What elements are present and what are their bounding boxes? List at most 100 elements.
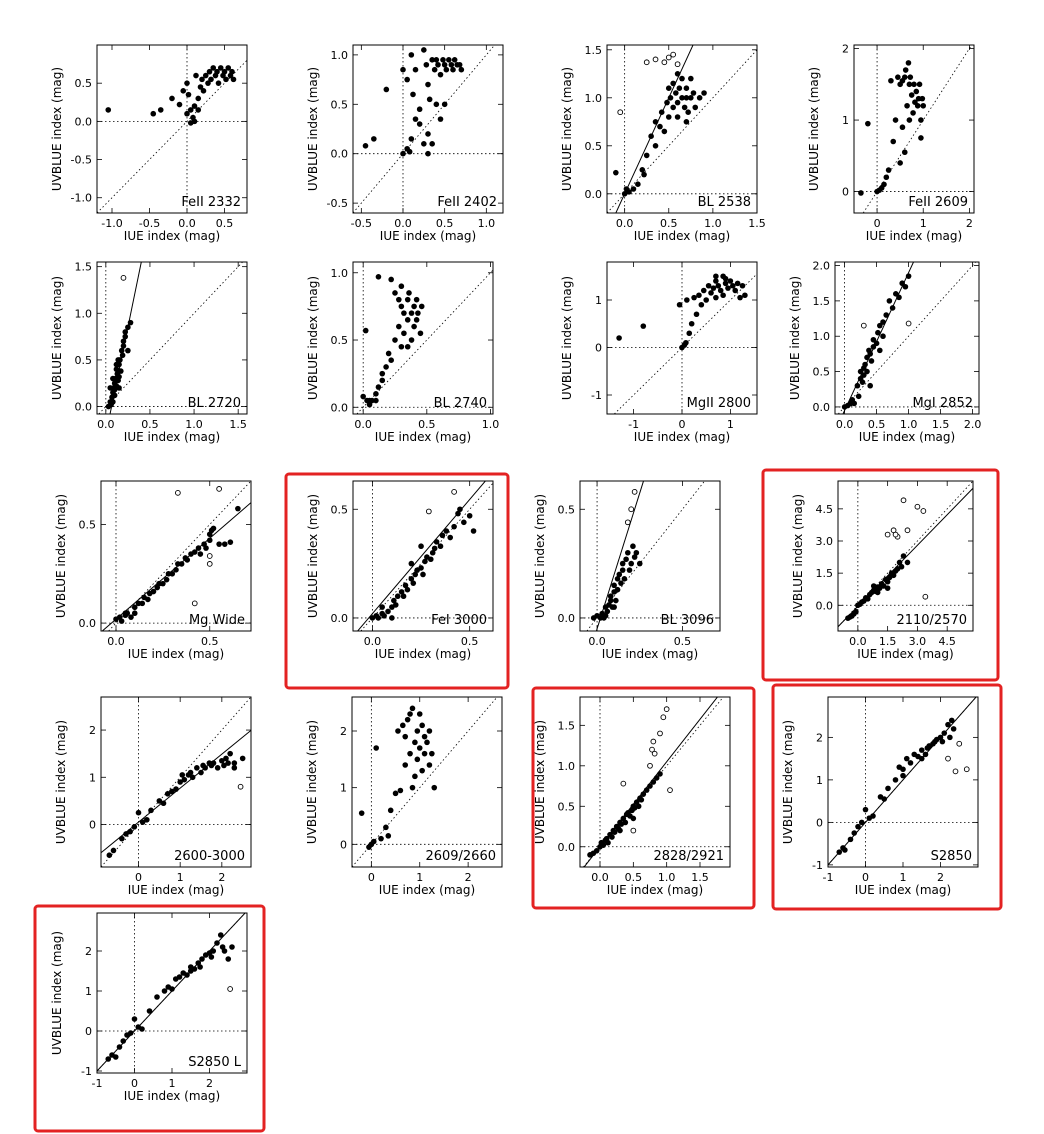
filled-point xyxy=(905,60,912,66)
y-tick-label: 0.0 xyxy=(816,599,834,612)
x-tick-label: 0.0 xyxy=(178,217,196,230)
filled-point xyxy=(657,123,663,130)
filled-point xyxy=(197,964,203,970)
y-tick-label: 1.0 xyxy=(585,92,603,105)
x-tick-label: 0.5 xyxy=(216,217,234,230)
filled-point xyxy=(221,762,227,769)
filled-point xyxy=(407,750,413,757)
filled-point xyxy=(466,512,473,519)
filled-point xyxy=(881,796,888,802)
open-point xyxy=(914,503,921,510)
filled-point xyxy=(115,357,121,363)
x-tick-label: 2 xyxy=(966,217,973,230)
filled-point xyxy=(418,543,424,550)
x-tick-label: 0 xyxy=(862,871,869,884)
y-tick-label: 0 xyxy=(89,819,96,832)
filled-point xyxy=(419,767,425,774)
filled-point xyxy=(701,90,707,96)
filled-point xyxy=(157,107,164,113)
x-tick-label: 0.0 xyxy=(97,418,115,431)
filled-point xyxy=(611,582,617,589)
filled-point xyxy=(120,343,127,349)
y-tick-label: -0.5 xyxy=(327,197,348,210)
filled-point xyxy=(379,604,385,610)
filled-point xyxy=(904,102,910,109)
filled-point xyxy=(366,397,373,404)
filled-point xyxy=(227,750,233,757)
filled-point xyxy=(435,61,441,68)
panel-label: 2600-3000 xyxy=(174,849,245,864)
filled-point xyxy=(119,835,125,842)
y-tick-label: 0.0 xyxy=(79,617,97,630)
filled-point xyxy=(388,276,394,283)
filled-point xyxy=(446,57,452,63)
x-tick-label: -0.5 xyxy=(351,217,372,230)
filled-point xyxy=(937,734,944,741)
filled-point xyxy=(408,52,415,58)
filled-point xyxy=(640,323,647,329)
filled-point xyxy=(419,722,425,729)
highlight-box xyxy=(531,686,756,910)
filled-point xyxy=(156,798,163,804)
filled-point xyxy=(425,81,431,88)
filled-point xyxy=(674,99,681,106)
filled-point xyxy=(375,273,382,280)
panel-label: BL 2538 xyxy=(698,195,751,210)
filled-point xyxy=(613,169,619,176)
filled-point xyxy=(851,400,857,407)
filled-point xyxy=(425,150,431,157)
open-point xyxy=(663,706,670,712)
filled-point xyxy=(918,755,925,762)
filled-point xyxy=(112,1054,119,1060)
filled-point xyxy=(210,525,217,532)
filled-point xyxy=(176,974,183,980)
filled-point xyxy=(426,762,433,768)
filled-point xyxy=(696,95,703,101)
filled-point xyxy=(383,824,389,831)
filled-point xyxy=(413,317,420,323)
x-tick-label: 0 xyxy=(135,871,142,884)
filled-point xyxy=(441,61,448,68)
y-tick-label: 0.0 xyxy=(331,148,349,161)
filled-point xyxy=(906,81,913,88)
y-tick-label: 0.5 xyxy=(585,140,603,153)
filled-point xyxy=(900,772,906,779)
y-tick-label: 0.5 xyxy=(331,334,349,347)
filled-point xyxy=(225,956,232,962)
filled-point xyxy=(373,745,379,751)
filled-point xyxy=(195,545,202,551)
filled-point xyxy=(139,1026,145,1032)
filled-point xyxy=(381,612,387,619)
filled-point xyxy=(681,104,688,111)
filled-point xyxy=(404,716,411,723)
filled-point xyxy=(918,117,924,123)
fit-line xyxy=(828,697,977,866)
filled-point xyxy=(901,74,908,80)
filled-point xyxy=(679,75,685,82)
filled-point xyxy=(621,576,628,582)
filled-point xyxy=(225,760,231,766)
reference-line-y-equals-x xyxy=(356,269,493,414)
filled-point xyxy=(173,567,179,573)
reference-line-y-equals-x xyxy=(101,697,251,867)
open-point xyxy=(643,59,650,66)
filled-point xyxy=(890,138,897,145)
open-point xyxy=(631,489,638,495)
x-tick-label: 1.0 xyxy=(482,418,500,431)
filled-point xyxy=(161,988,168,994)
y-tick-label: 0.0 xyxy=(331,612,349,625)
filled-point xyxy=(197,84,204,90)
filled-point xyxy=(422,558,428,565)
filled-point xyxy=(402,733,409,740)
filled-point xyxy=(404,586,411,593)
filled-point xyxy=(653,775,660,781)
open-point xyxy=(451,489,457,495)
filled-point xyxy=(410,91,416,98)
filled-point xyxy=(922,751,929,758)
filled-point xyxy=(679,95,685,101)
filled-point xyxy=(375,615,382,621)
filled-point xyxy=(631,554,638,560)
filled-point xyxy=(941,730,948,736)
